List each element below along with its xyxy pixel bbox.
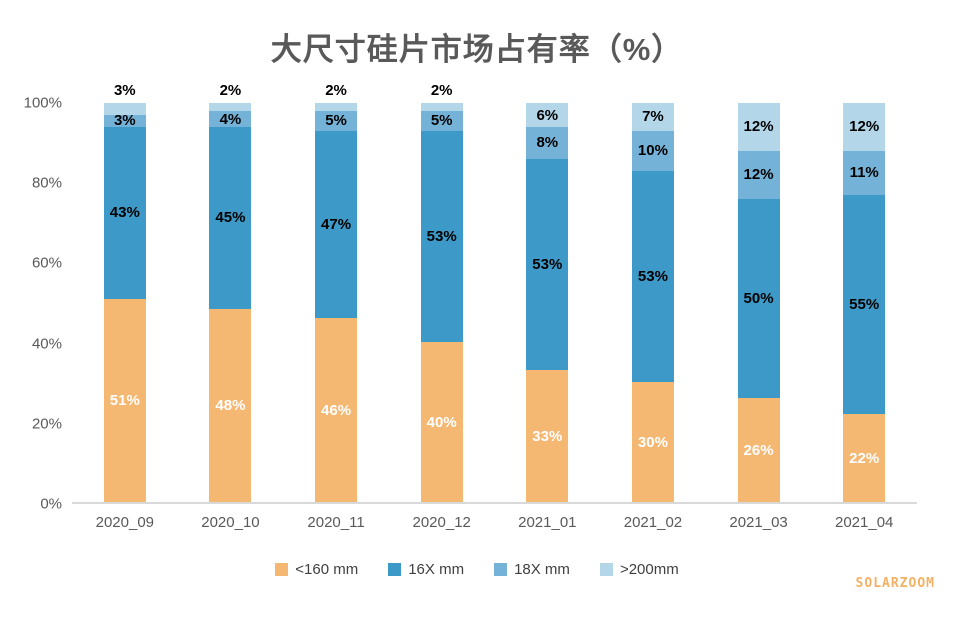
legend-item: 18X mm xyxy=(494,561,570,578)
bar-segment: 3% xyxy=(103,113,146,128)
x-tick-label: 2021_01 xyxy=(518,514,577,531)
bar-segment: 6% xyxy=(526,103,569,127)
segment-label-outside: 2% xyxy=(219,82,242,99)
segment-label-outside: 2% xyxy=(430,82,453,99)
bar-segment: 30% xyxy=(631,382,674,502)
y-tick-label: 80% xyxy=(31,174,62,192)
legend-label: >200mm xyxy=(619,561,679,578)
stacked-bar: 40% 53% 5% 2% xyxy=(420,82,463,502)
bar-segment: 26% xyxy=(737,398,780,502)
bar-segment: 51% xyxy=(103,298,146,502)
bar-segment: 55% xyxy=(843,194,886,415)
bar-segment: 40% xyxy=(420,342,463,502)
legend-swatch xyxy=(388,563,402,576)
bar-segment: 47% xyxy=(315,130,358,319)
bar-segment: 12% xyxy=(843,103,886,151)
bar-segment xyxy=(103,103,146,115)
bar-column: 30% 53% 10% 7% 2021_02 xyxy=(600,103,706,531)
y-tick-label: 60% xyxy=(31,254,62,272)
bar-column: 51% 43% 3% 3% 2020_09 xyxy=(72,82,178,531)
bar-column: 26% 50% 12% 12% 2021_03 xyxy=(706,103,812,531)
stacked-bar: 22% 55% 11% 12% xyxy=(843,103,886,502)
x-tick-label: 2021_04 xyxy=(834,514,894,531)
x-tick-label: 2021_02 xyxy=(623,514,683,531)
bar-segment xyxy=(315,103,358,112)
bar-segment: 46% xyxy=(315,318,358,502)
bar-segment: 50% xyxy=(737,198,780,399)
bar-segment: 4% xyxy=(209,111,252,128)
stacked-bar: 30% 53% 10% 7% xyxy=(631,103,674,502)
stacked-bar: 48% 45% 4% 2% xyxy=(209,82,252,502)
bar-segment: 12% xyxy=(737,103,780,151)
legend-item: 16X mm xyxy=(388,561,464,578)
bar-column: 22% 55% 11% 12% 2021_04 xyxy=(811,103,917,531)
bar-segment xyxy=(209,103,252,112)
bar-segment: 53% xyxy=(420,130,463,343)
bar-segment: 33% xyxy=(526,370,569,502)
stacked-bar: 51% 43% 3% 3% xyxy=(103,82,146,502)
legend-swatch xyxy=(599,563,613,576)
legend-swatch xyxy=(275,563,289,576)
y-axis: 100% 80% 60% 40% 20% 0% xyxy=(0,95,62,513)
bar-segment: 53% xyxy=(631,170,674,383)
bar-column: 33% 53% 8% 6% 2021_01 xyxy=(495,103,601,531)
legend-label: 18X mm xyxy=(514,561,570,578)
bar-segment: 53% xyxy=(526,158,569,371)
bar-segment: 10% xyxy=(631,130,674,171)
bar-column: 48% 45% 4% 2% 2020_10 xyxy=(178,82,284,531)
segment-label-outside: 2% xyxy=(325,82,347,99)
bar-segment: 12% xyxy=(737,150,780,199)
plot-area: 51% 43% 3% 3% 2020_09 48% 45% 4% 2% 2020_10 46% 47%… xyxy=(72,82,917,531)
legend: <160 mm 16X mm 18X mm >200mm xyxy=(0,561,954,578)
bar-segment: 11% xyxy=(843,150,886,195)
chart-title: 大尺寸硅片市场占有率（%） xyxy=(270,32,684,67)
bar-column: 46% 47% 5% 2% 2020_11 xyxy=(283,82,389,531)
x-tick-label: 2020_11 xyxy=(307,514,365,531)
x-tick-label: 2020_10 xyxy=(201,514,260,531)
legend-label: <160 mm xyxy=(295,561,359,578)
legend-label: 16X mm xyxy=(408,561,465,578)
x-tick-label: 2021_03 xyxy=(729,514,788,531)
legend-item: >200mm xyxy=(599,561,679,578)
x-tick-label: 2020_09 xyxy=(95,514,155,531)
y-tick-label: 0% xyxy=(40,495,62,513)
stacked-bar: 46% 47% 5% 2% xyxy=(315,82,358,502)
segment-label-outside: 3% xyxy=(113,82,136,99)
y-tick-label: 40% xyxy=(31,335,62,353)
watermark-logo: SOLARZOOM xyxy=(855,576,935,591)
stacked-bar: 33% 53% 8% 6% xyxy=(526,103,569,502)
bar-segment: 48% xyxy=(209,308,252,502)
y-tick-label: 20% xyxy=(31,415,62,433)
legend-item: <160 mm xyxy=(275,561,358,578)
y-tick-label: 100% xyxy=(23,94,62,112)
bar-segment: 5% xyxy=(420,111,463,131)
bar-segment: 22% xyxy=(843,414,886,502)
bar-segment: 45% xyxy=(209,127,252,309)
bar-column: 40% 53% 5% 2% 2020_12 xyxy=(389,82,495,531)
bar-segment xyxy=(420,103,463,111)
stacked-bar: 26% 50% 12% 12% xyxy=(737,103,780,502)
bar-segment: 43% xyxy=(103,126,146,299)
bar-segment: 7% xyxy=(631,103,674,131)
legend-swatch xyxy=(494,563,508,576)
bar-segment: 5% xyxy=(315,111,358,131)
bar-segment: 8% xyxy=(526,126,569,159)
x-tick-label: 2020_12 xyxy=(412,514,471,531)
